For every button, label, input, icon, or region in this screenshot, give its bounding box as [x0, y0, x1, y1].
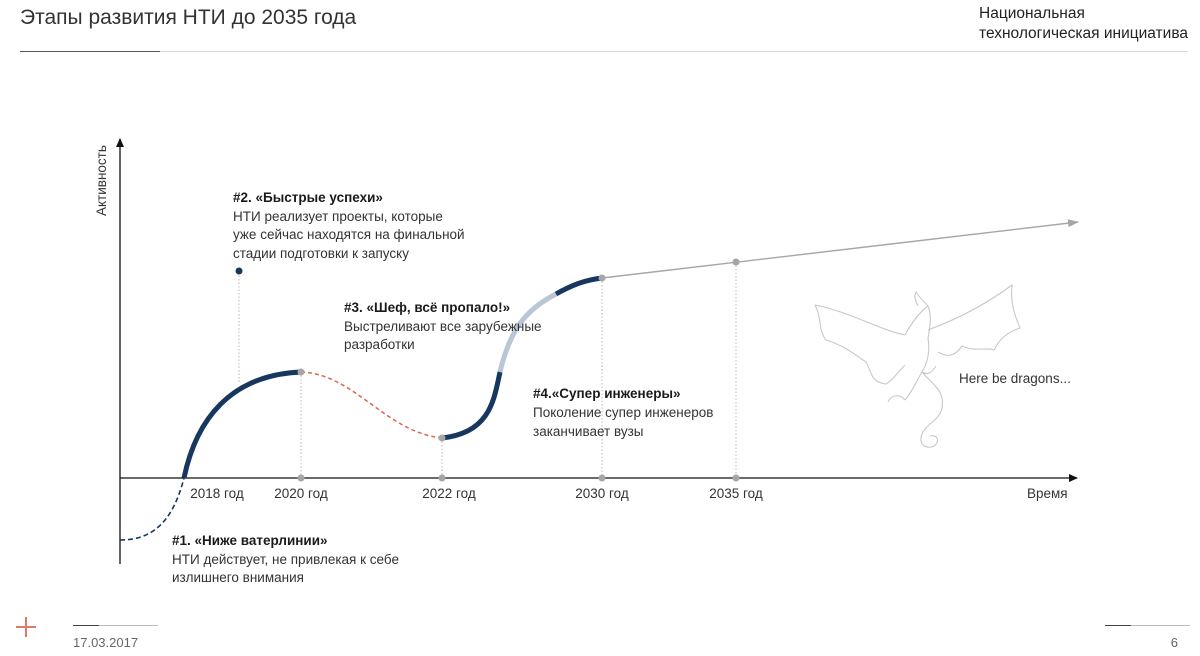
x-axis-label: Время — [1027, 486, 1068, 501]
page-number: 6 — [1170, 635, 1178, 650]
slide-title: Этапы развития НТИ до 2035 года — [20, 6, 357, 29]
tick-2030 — [598, 474, 606, 482]
brand-line-1: Национальная — [979, 5, 1085, 22]
point-2030-curve — [598, 274, 606, 282]
tick-label-2020: 2020 год — [274, 486, 328, 501]
stage-4-line-1: Поколение супер инженеров — [533, 405, 713, 420]
stage-3-line-2: разработки — [344, 337, 415, 352]
stage-4-annotation: #4.«Супер инженеры» Поколение супер инже… — [533, 386, 713, 439]
stage-2-line-1: НТИ реализует проекты, которые — [233, 209, 443, 224]
stage-4-line-2: заканчивает вузы — [533, 424, 643, 439]
stage-1-title: #1. «Ниже ватерлинии» — [172, 533, 328, 548]
curve-below-waterline — [119, 477, 185, 541]
tick-label-2018: 2018 год — [190, 486, 244, 501]
brand-line-2: технологическая инициатива — [979, 25, 1188, 42]
stage-2-line-2: уже сейчас находятся на финальной — [233, 227, 465, 242]
stage-4-title: #4.«Супер инженеры» — [533, 386, 681, 401]
dragons-label: Here be dragons... — [959, 371, 1071, 386]
stage-2-annotation: #2. «Быстрые успехи» НТИ реализует проек… — [233, 190, 465, 261]
stage-3-line-1: Выстреливают все зарубежные — [344, 319, 542, 334]
footer-date: 17.03.2017 — [73, 635, 139, 650]
point-2022-curve — [438, 434, 446, 442]
title-underline — [20, 51, 160, 52]
y-axis-label: Активность — [94, 145, 109, 216]
stage-1-line-2: излишнего внимания — [172, 570, 304, 585]
footer-rule-right — [1105, 625, 1190, 626]
dragon-icon — [814, 284, 1021, 448]
stage-3-annotation: #3. «Шеф, всё пропало!» Выстреливают все… — [344, 300, 542, 352]
point-2020-curve — [297, 368, 305, 376]
point-stage-2 — [235, 267, 243, 275]
tick-label-2022: 2022 год — [422, 486, 476, 501]
plus-icon — [16, 617, 36, 637]
tick-label-2035: 2035 год — [709, 486, 763, 501]
tick-2022 — [438, 474, 446, 482]
tick-2035 — [732, 474, 740, 482]
footer-rule-left — [73, 625, 158, 626]
curve-decline-dashed — [300, 371, 443, 439]
curve-rise-middle — [497, 291, 558, 373]
stage-2-title: #2. «Быстрые успехи» — [233, 190, 383, 205]
header-divider — [160, 51, 1188, 52]
curve-rise-upper — [554, 275, 603, 297]
curve-fast-success — [181, 369, 302, 479]
stage-3-title: #3. «Шеф, всё пропало!» — [344, 300, 510, 315]
tick-2020 — [297, 474, 305, 482]
projection-line — [601, 219, 1079, 279]
stage-2-line-3: стадии подготовки к запуску — [233, 246, 409, 261]
point-2035-curve — [732, 258, 740, 266]
tick-label-2030: 2030 год — [575, 486, 629, 501]
curve-rise-lower — [441, 371, 503, 441]
brand-logo-text: Национальная технологическая инициатива — [979, 4, 1188, 44]
stage-1-line-1: НТИ действует, не привлекая к себе — [172, 552, 399, 567]
stage-1-annotation: #1. «Ниже ватерлинии» НТИ действует, не … — [172, 533, 399, 585]
